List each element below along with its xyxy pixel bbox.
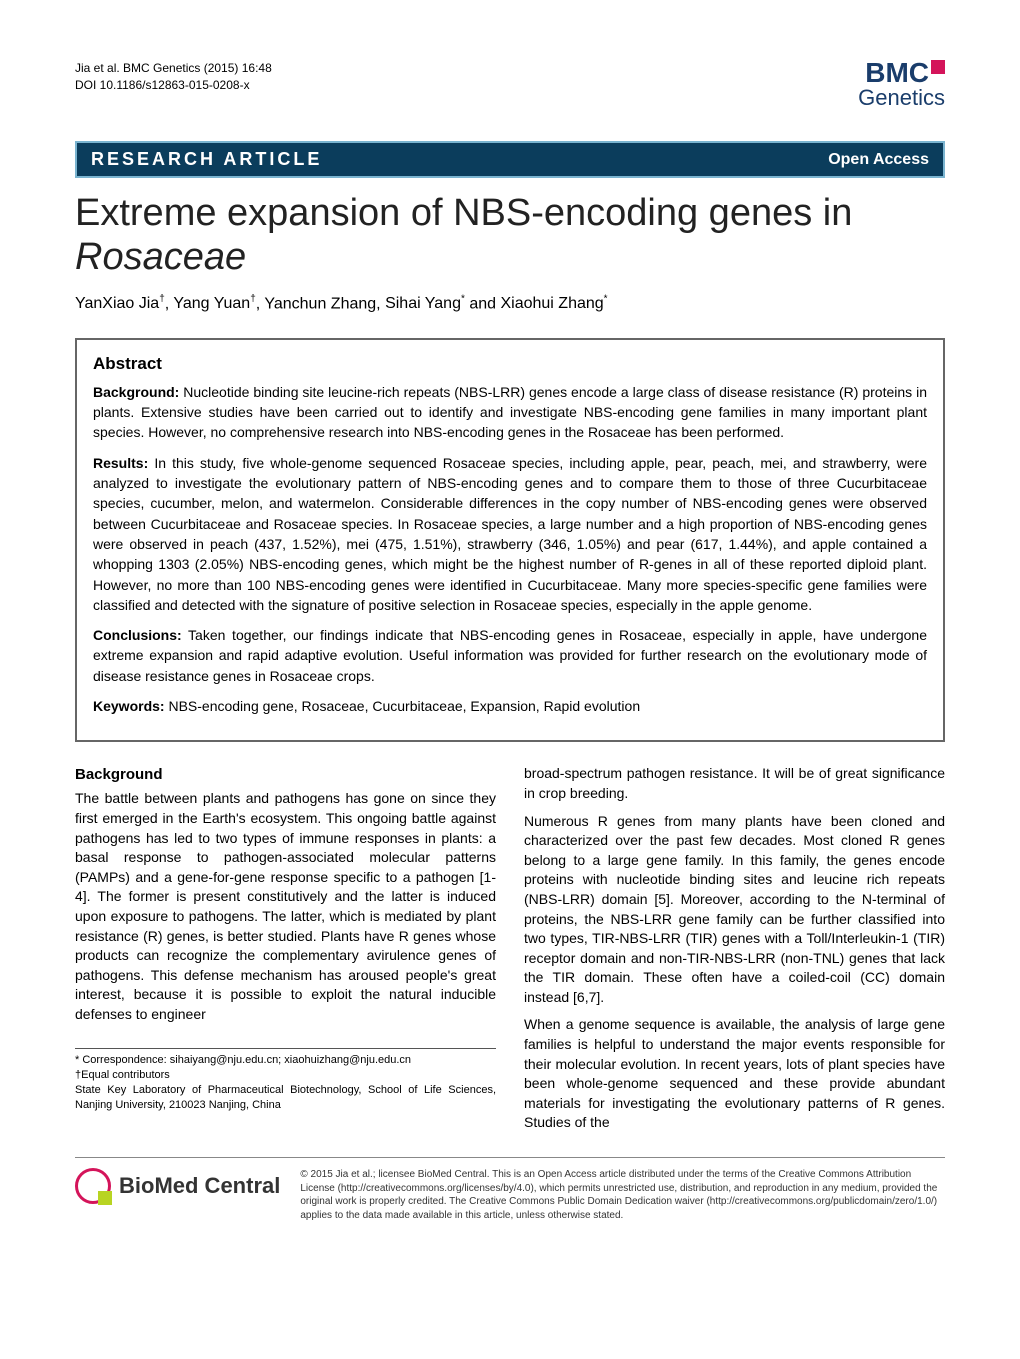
affiliation: State Key Laboratory of Pharmaceutical B…: [75, 1083, 496, 1113]
body-paragraph: The battle between plants and pathogens …: [75, 789, 496, 1024]
abstract-heading: Abstract: [93, 354, 927, 374]
open-access-label: Open Access: [828, 151, 929, 169]
left-column: Background The battle between plants and…: [75, 764, 496, 1141]
author-sup: †: [250, 294, 256, 305]
abstract-results-label: Results:: [93, 455, 148, 471]
abstract-conclusions-label: Conclusions:: [93, 627, 182, 643]
abstract-keywords: Keywords: NBS-encoding gene, Rosaceae, C…: [93, 696, 927, 716]
abstract-results-text: In this study, five whole-genome sequenc…: [93, 455, 927, 613]
doi-text: DOI 10.1186/s12863-015-0208-x: [75, 77, 272, 94]
body-columns: Background The battle between plants and…: [75, 764, 945, 1141]
right-column: broad-spectrum pathogen resistance. It w…: [524, 764, 945, 1141]
author-name: YanXiao Jia: [75, 295, 159, 312]
abstract-conclusions-text: Taken together, our findings indicate th…: [93, 627, 927, 684]
logo-bmc-text: BMC: [858, 60, 945, 85]
article-title: Extreme expansion of NBS-encoding genes …: [75, 192, 945, 279]
footer-row: BioMed Central © 2015 Jia et al.; licens…: [75, 1157, 945, 1222]
author-name: Yang Yuan: [173, 295, 250, 312]
author-name: Xiaohui Zhang: [500, 295, 603, 312]
correspondence-block: * Correspondence: sihaiyang@nju.edu.cn; …: [75, 1048, 496, 1112]
abstract-results: Results: In this study, five whole-genom…: [93, 453, 927, 615]
logo-genetics-text: Genetics: [858, 85, 945, 111]
abstract-keywords-text: NBS-encoding gene, Rosaceae, Cucurbitace…: [165, 698, 641, 714]
author-4: Xiaohui Zhang*: [500, 295, 607, 312]
authors-line: YanXiao Jia†, Yang Yuan†, Yanchun Zhang,…: [75, 294, 945, 313]
citation-text: Jia et al. BMC Genetics (2015) 16:48: [75, 60, 272, 77]
author-1: Yang Yuan†: [173, 295, 255, 312]
article-type-label: RESEARCH ARTICLE: [91, 149, 322, 170]
abstract-conclusions: Conclusions: Taken together, our finding…: [93, 625, 927, 686]
abstract-background-text: Nucleotide binding site leucine-rich rep…: [93, 384, 927, 441]
author-sup: †: [159, 294, 165, 305]
abstract-background-label: Background:: [93, 384, 179, 400]
title-plain: Extreme expansion of NBS-encoding genes …: [75, 192, 852, 234]
license-text: © 2015 Jia et al.; licensee BioMed Centr…: [300, 1168, 945, 1222]
body-paragraph: broad-spectrum pathogen resistance. It w…: [524, 764, 945, 803]
journal-citation-block: Jia et al. BMC Genetics (2015) 16:48 DOI…: [75, 60, 272, 94]
abstract-box: Abstract Background: Nucleotide binding …: [75, 338, 945, 742]
author-sup: *: [604, 294, 608, 305]
header-row: Jia et al. BMC Genetics (2015) 16:48 DOI…: [75, 60, 945, 111]
abstract-keywords-label: Keywords:: [93, 698, 165, 714]
page-container: Jia et al. BMC Genetics (2015) 16:48 DOI…: [0, 0, 1020, 1262]
equal-contributors: †Equal contributors: [75, 1068, 496, 1083]
bmc-circle-icon: [75, 1168, 111, 1204]
article-type-bar: RESEARCH ARTICLE Open Access: [75, 141, 945, 178]
journal-logo: BMC Genetics: [858, 60, 945, 111]
author-name: Sihai Yang: [385, 295, 461, 312]
correspondence-emails: * Correspondence: sihaiyang@nju.edu.cn; …: [75, 1053, 496, 1068]
author-name: Yanchun Zhang: [264, 295, 376, 312]
author-0: YanXiao Jia†: [75, 295, 165, 312]
body-paragraph: Numerous R genes from many plants have b…: [524, 812, 945, 1008]
biomed-central-logo: BioMed Central: [75, 1168, 280, 1204]
title-italic: Rosaceae: [75, 236, 246, 278]
author-sup: *: [461, 294, 465, 305]
body-paragraph: When a genome sequence is available, the…: [524, 1015, 945, 1133]
abstract-background: Background: Nucleotide binding site leuc…: [93, 382, 927, 443]
logo-square-icon: [931, 60, 945, 74]
bmc-footer-text: BioMed Central: [119, 1173, 280, 1199]
logo-top: BMC: [865, 57, 929, 88]
author-3: Sihai Yang*: [385, 295, 465, 312]
background-heading: Background: [75, 764, 496, 785]
author-2: Yanchun Zhang: [264, 295, 376, 312]
